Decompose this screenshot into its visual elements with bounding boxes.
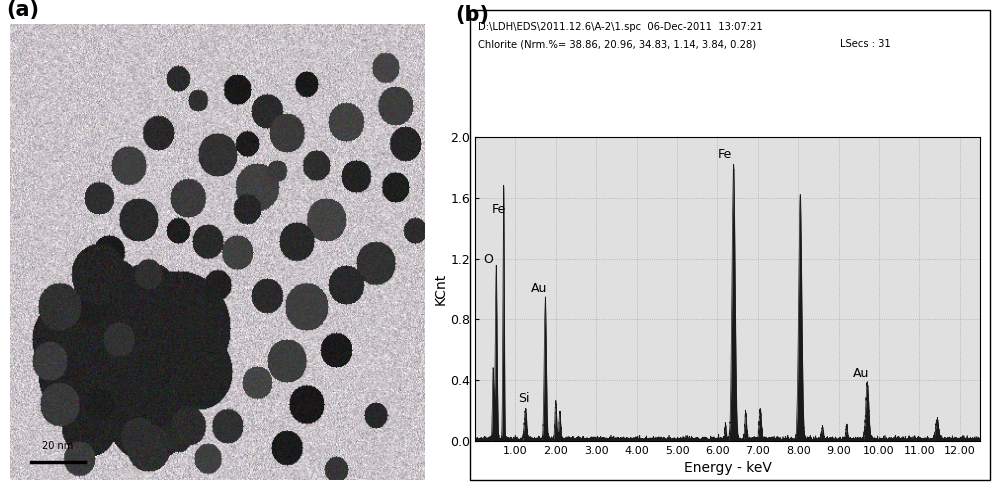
Text: (a): (a) — [6, 0, 39, 20]
Text: D:\LDH\EDS\2011.12.6\A-2\1.spc  06-Dec-2011  13:07:21: D:\LDH\EDS\2011.12.6\A-2\1.spc 06-Dec-20… — [478, 22, 763, 32]
Y-axis label: KCnt: KCnt — [433, 273, 447, 305]
Text: 20 nm: 20 nm — [42, 441, 73, 451]
Text: LSecs : 31: LSecs : 31 — [840, 39, 891, 49]
Text: (b): (b) — [455, 5, 489, 25]
Text: Si: Si — [519, 392, 530, 405]
X-axis label: Energy - keV: Energy - keV — [684, 462, 771, 475]
Text: Au: Au — [853, 367, 869, 380]
Text: Fe: Fe — [491, 203, 506, 216]
Text: O: O — [483, 253, 493, 266]
Text: Fe: Fe — [718, 148, 732, 162]
Text: Chlorite (Nrm.%= 38.86, 20.96, 34.83, 1.14, 3.84, 0.28): Chlorite (Nrm.%= 38.86, 20.96, 34.83, 1.… — [478, 39, 756, 49]
Text: Au: Au — [531, 282, 547, 295]
